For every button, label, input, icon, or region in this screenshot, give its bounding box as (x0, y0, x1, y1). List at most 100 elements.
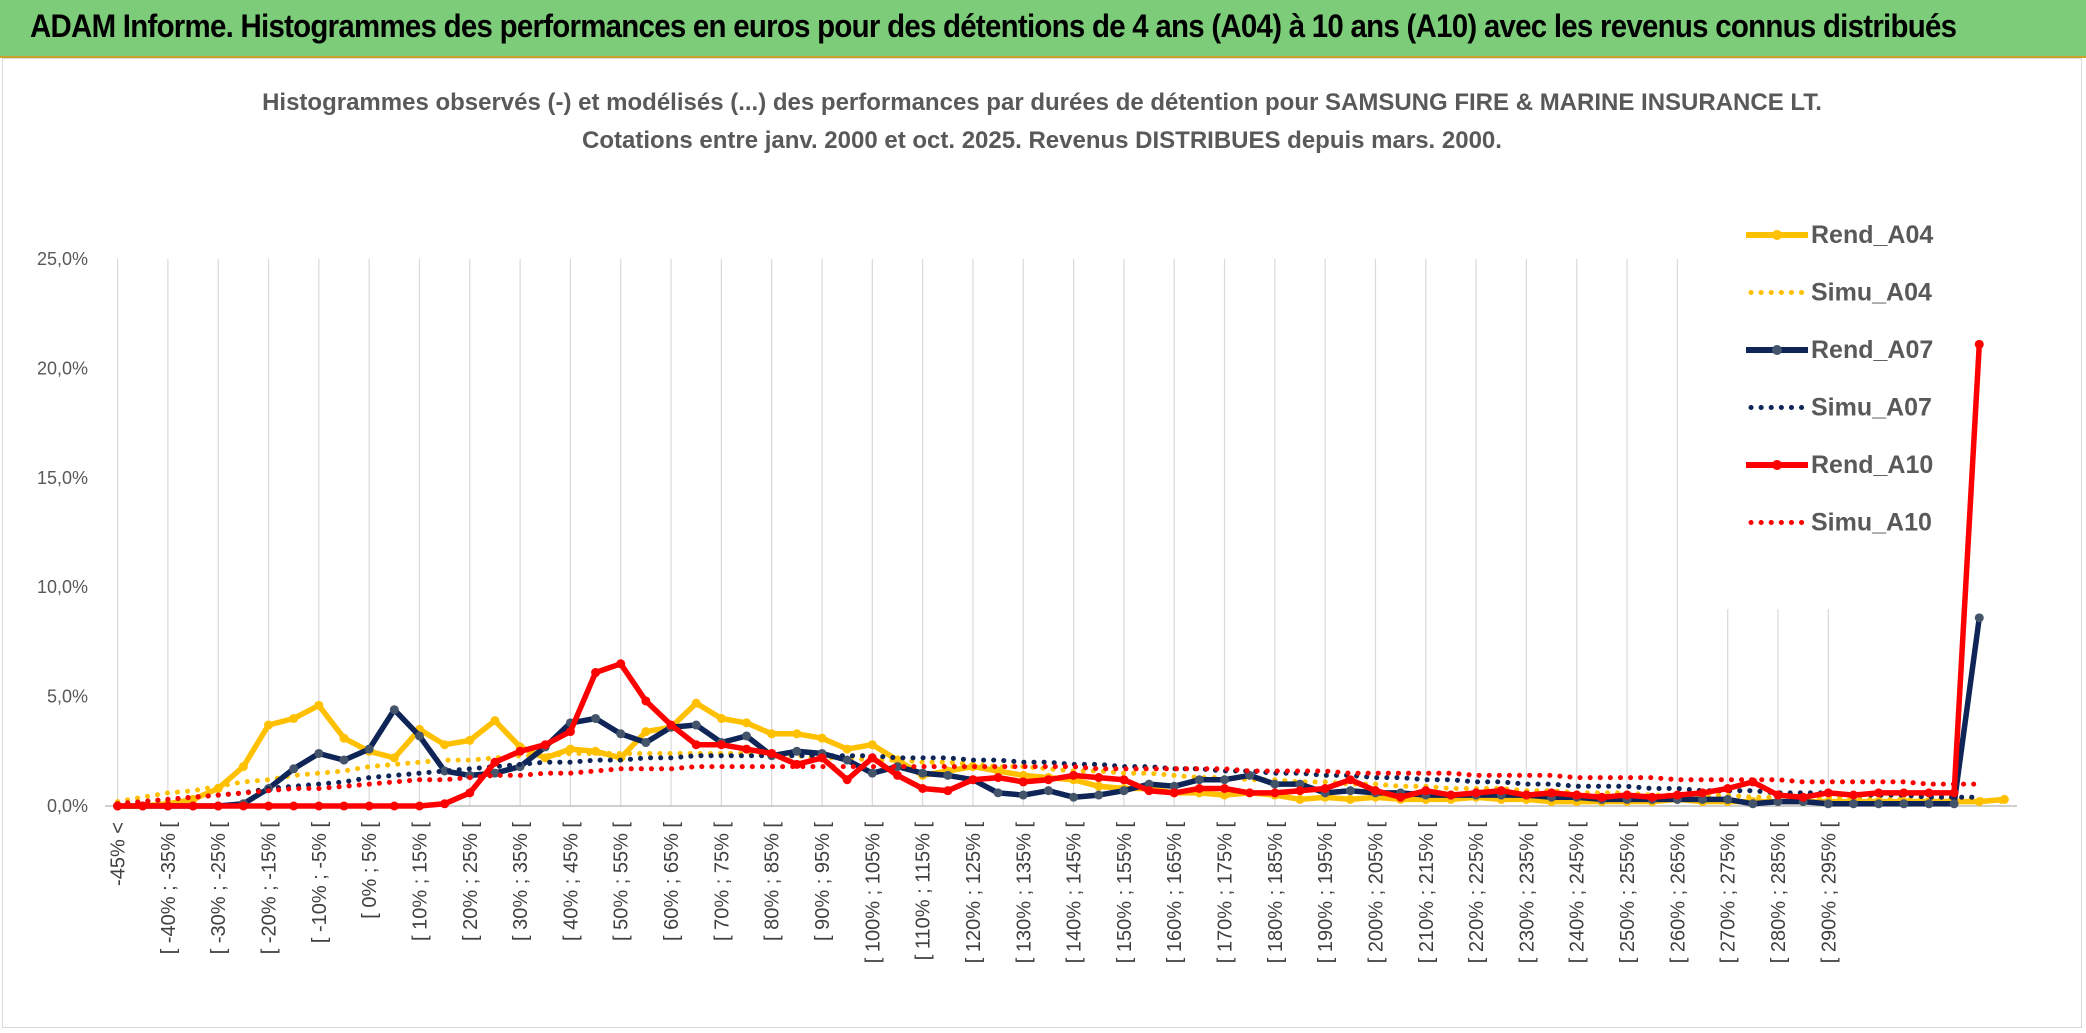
data-point (1848, 799, 1858, 809)
x-tick-label: [ 90% ; 95% [ (812, 822, 834, 941)
data-point (1698, 788, 1708, 798)
chart-subtitle-backdrop (576, 125, 1508, 156)
x-tick-label: [ 100% ; 105% [ (862, 822, 884, 964)
x-tick-label: [ 150% ; 155% [ (1114, 822, 1136, 964)
data-point (264, 720, 274, 730)
data-point (1043, 775, 1053, 785)
data-point (1647, 792, 1657, 802)
data-point (1874, 788, 1884, 798)
data-point (1119, 775, 1129, 785)
data-point (1295, 794, 1305, 804)
data-point (1899, 799, 1909, 809)
y-tick-label: 20,0% (37, 358, 88, 378)
x-tick-label: -45% < (108, 822, 130, 886)
y-tick-label: 25,0% (37, 249, 88, 269)
x-tick-label: [ 240% ; 245% [ (1567, 822, 1589, 964)
legend-label: Simu_A07 (1811, 394, 1932, 422)
data-point (1773, 790, 1783, 800)
data-point (867, 753, 877, 763)
data-point (289, 801, 299, 811)
chart-subtitle: Cotations entre janv. 2000 et oct. 2025.… (582, 127, 1502, 154)
y-tick-label: 0,0% (47, 796, 88, 816)
data-point (163, 801, 173, 811)
data-point (188, 801, 198, 811)
x-tick-label: [ 270% ; 275% [ (1718, 822, 1740, 964)
x-tick-label: [ 260% ; 265% [ (1667, 822, 1689, 964)
data-point (1974, 613, 1984, 623)
y-tick-label: 15,0% (37, 468, 88, 488)
data-point (238, 762, 248, 772)
data-point (1974, 339, 1984, 349)
data-point (993, 773, 1003, 783)
x-tick-label: [ 220% ; 225% [ (1466, 822, 1488, 964)
data-point (440, 799, 450, 809)
x-tick-label: [ 180% ; 185% [ (1265, 822, 1287, 964)
x-tick-label: [ 210% ; 215% [ (1416, 822, 1438, 964)
data-point (1220, 783, 1230, 793)
x-tick-label: [ 120% ; 125% [ (963, 822, 985, 964)
x-tick-label: [ 200% ; 205% [ (1365, 822, 1387, 964)
data-point (264, 801, 274, 811)
data-point (1144, 786, 1154, 796)
data-point (1899, 788, 1909, 798)
data-point (943, 786, 953, 796)
data-point (918, 783, 928, 793)
data-point (364, 744, 374, 754)
x-tick-label: [ 290% ; 295% [ (1818, 822, 1840, 964)
data-point (1698, 794, 1708, 804)
legend-label: Rend_A10 (1811, 451, 1933, 479)
data-point (767, 748, 777, 758)
x-tick-label: [ 40% ; 45% [ (560, 822, 582, 941)
legend-label: Simu_A10 (1811, 509, 1932, 537)
series-rend_a07 (113, 613, 1984, 811)
data-point (1874, 799, 1884, 809)
data-point (314, 801, 324, 811)
chart-title-backdrop (256, 87, 1828, 118)
data-point (1194, 783, 1204, 793)
x-tick-label: [ -40% ; -35% [ (158, 822, 180, 955)
data-point (1270, 779, 1280, 789)
data-point (1572, 790, 1582, 800)
data-point (943, 770, 953, 780)
data-point (1672, 790, 1682, 800)
y-tick-label: 10,0% (37, 577, 88, 597)
data-point (1018, 770, 1028, 780)
x-tick-label: [ 0% ; 5% [ (359, 822, 381, 919)
data-point (1597, 792, 1607, 802)
series-rend_a10 (113, 339, 1984, 811)
x-tick-label: [ 70% ; 75% [ (711, 822, 733, 941)
data-point (817, 733, 827, 743)
legend-label: Rend_A04 (1811, 221, 1933, 249)
data-point (918, 768, 928, 778)
x-tick-label: [ 170% ; 175% [ (1215, 822, 1237, 964)
data-point (540, 740, 550, 750)
y-tick-label: 5,0% (47, 687, 88, 707)
legend: Rend_A04 Simu_A04 Rend_A07 Simu_A07 Rend_A10… (1715, 207, 1937, 609)
x-tick-label: [ 250% ; 255% [ (1617, 822, 1639, 964)
data-point (314, 748, 324, 758)
data-point (1471, 788, 1481, 798)
x-tick-label: [ 110% ; 115% [ (913, 822, 935, 961)
data-point (616, 729, 626, 739)
data-point (742, 744, 752, 754)
data-point (792, 729, 802, 739)
line-chart: 0,0% 5,0% 10,0% 15,0% 20,0% 25,0% -45% < [ -40%… (37, 87, 2017, 964)
data-point (1823, 799, 1833, 809)
data-point (1723, 794, 1733, 804)
data-point (389, 705, 399, 715)
data-point (289, 713, 299, 723)
data-point (1018, 777, 1028, 787)
data-point (1295, 779, 1305, 789)
data-point (1144, 779, 1154, 789)
data-point (1295, 786, 1305, 796)
x-tick-label: [ -20% ; -15% [ (259, 822, 281, 955)
data-point (1823, 788, 1833, 798)
data-point (1043, 786, 1053, 796)
data-point (691, 740, 701, 750)
data-point (1194, 775, 1204, 785)
x-tick-label: [ 160% ; 165% [ (1164, 822, 1186, 964)
data-point (465, 735, 475, 745)
data-point (1949, 788, 1959, 798)
legend-marker (1772, 460, 1782, 470)
data-point (1622, 790, 1632, 800)
